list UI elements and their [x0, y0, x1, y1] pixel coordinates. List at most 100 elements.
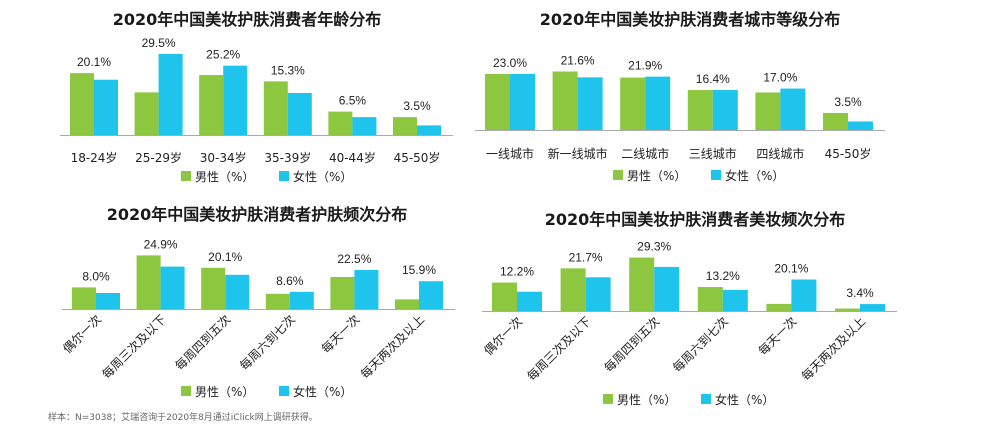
bar-female — [419, 281, 443, 309]
bar-female — [712, 90, 738, 130]
legend-swatch-male — [603, 394, 613, 404]
chart-age-panel: 2020年中国美妆护肤消费者年龄分布 20.1% 29.5% 25.2% 15.3% 6… — [0, 0, 490, 200]
data-label: 24.9% — [144, 237, 178, 251]
category-label: 45-50岁 — [394, 150, 441, 165]
bar-male — [72, 287, 96, 309]
category-label: 偶尔一次 — [60, 312, 105, 357]
category-label: 每天一次 — [318, 312, 363, 357]
bar-female — [585, 277, 611, 311]
legend-swatch-female — [701, 394, 711, 404]
category-label: 每周四到五次 — [172, 312, 234, 374]
bar-male — [395, 299, 419, 309]
legend-label-female: 女性（%） — [293, 169, 352, 184]
bar-male — [766, 303, 792, 311]
data-label: 3.5% — [403, 99, 431, 113]
bar-male — [687, 90, 713, 130]
legend-swatch-female — [279, 171, 289, 181]
bar-male — [263, 81, 288, 135]
data-label: 25.2% — [206, 48, 240, 62]
bar-female — [289, 291, 314, 309]
legend-label-female: 女性（%） — [725, 168, 784, 183]
bar-male — [265, 293, 290, 309]
data-label: 13.2% — [706, 269, 740, 283]
category-label: 35-39岁 — [264, 150, 311, 165]
category-label: 每天一次 — [755, 314, 800, 359]
chart-title: 2020年中国美妆护肤消费者护肤频次分布 — [107, 205, 408, 224]
bar-female — [654, 266, 680, 311]
bar-female — [287, 92, 312, 135]
bar-male — [70, 73, 94, 135]
bar-male — [629, 257, 655, 311]
category-label: 二线城市 — [621, 146, 669, 161]
chart-title: 2020年中国美妆护肤消费者美妆频次分布 — [545, 210, 846, 229]
bar-female — [352, 117, 377, 135]
bar-male — [560, 268, 586, 311]
bar-male — [201, 267, 226, 309]
bar-female — [94, 79, 118, 135]
category-label: 一线城市 — [486, 146, 534, 161]
legend-label-female: 女性（%） — [293, 384, 352, 399]
data-label: 17.0% — [763, 71, 797, 85]
category-label: 四线城市 — [756, 146, 804, 161]
bar-female — [510, 73, 535, 130]
category-label: 每周三次及以下 — [99, 312, 169, 382]
bar-female — [158, 53, 183, 135]
bar-male — [485, 73, 510, 130]
bar-male — [755, 92, 781, 130]
bar-male — [393, 117, 417, 135]
bar-male — [492, 282, 517, 311]
bar-male — [134, 92, 159, 135]
bar-female — [417, 125, 441, 135]
bar-female — [860, 304, 885, 311]
bar-male — [136, 255, 161, 309]
bar-male — [823, 112, 848, 130]
data-label: 15.9% — [402, 263, 436, 277]
legend-label-male: 男性（%） — [195, 170, 254, 184]
data-label: 20.1% — [208, 250, 242, 264]
category-label: 40-44岁 — [329, 150, 376, 165]
data-label: 20.1% — [774, 262, 808, 276]
category-label: 每周六到七次 — [236, 312, 298, 374]
legend: 男性（%） 女性（%） — [181, 384, 352, 399]
bar-female — [780, 88, 806, 130]
legend-label-female: 女性（%） — [715, 392, 774, 407]
bar-female — [645, 76, 671, 130]
category-label: 三线城市 — [689, 146, 737, 161]
legend-label-male: 男性（%） — [627, 169, 686, 183]
data-label: 16.4% — [696, 72, 730, 86]
category-label: 45-50岁 — [825, 146, 872, 161]
data-label: 6.5% — [339, 94, 367, 108]
chart-title: 2020年中国美妆护肤消费者城市等级分布 — [540, 10, 841, 29]
bar-male — [620, 77, 646, 130]
data-label: 22.5% — [337, 252, 371, 266]
legend-label-male: 男性（%） — [195, 385, 254, 399]
category-label: 每周四到五次 — [601, 314, 663, 376]
legend-swatch-female — [279, 386, 289, 396]
bar-female — [354, 270, 379, 309]
data-label: 8.0% — [82, 269, 110, 283]
data-label: 8.6% — [276, 274, 304, 288]
bar-male — [199, 75, 224, 135]
data-label: 23.0% — [493, 56, 527, 70]
category-label: 每周六到七次 — [669, 314, 731, 376]
bar-female — [848, 121, 873, 130]
data-label: 29.5% — [142, 36, 176, 50]
category-label: 每天两次及以上 — [357, 312, 427, 382]
category-label: 每天两次及以上 — [798, 314, 868, 384]
chart-skincare: 2020年中国美妆护肤消费者护肤频次分布 8.0% 24.9% 20.1% 8.6% 2… — [60, 205, 455, 399]
chart-city-panel: 2020年中国美妆护肤消费者城市等级分布 23.0% 21.6% 21.9% 16.4… — [460, 0, 960, 200]
bar-female — [223, 65, 248, 135]
bar-male — [552, 71, 578, 130]
data-label: 21.7% — [569, 250, 603, 264]
data-label: 21.6% — [561, 54, 595, 68]
data-label: 20.1% — [77, 55, 111, 69]
chart-makeup-panel: 2020年中国美妆护肤消费者美妆频次分布 12.2% 21.7% 29.3% 13.2… — [460, 195, 960, 430]
legend-swatch-female — [711, 170, 721, 180]
category-label: 30-34岁 — [200, 150, 247, 165]
bar-female — [160, 266, 185, 309]
legend: 男性（%） 女性（%） — [603, 392, 774, 407]
legend: 男性（%） 女性（%） — [181, 169, 352, 184]
source-note: 样本：N=3038；艾瑞咨询于2020年8月通过iClick网上调研获得。 — [48, 413, 318, 423]
data-label: 29.3% — [637, 240, 671, 254]
legend-swatch-male — [613, 170, 623, 180]
